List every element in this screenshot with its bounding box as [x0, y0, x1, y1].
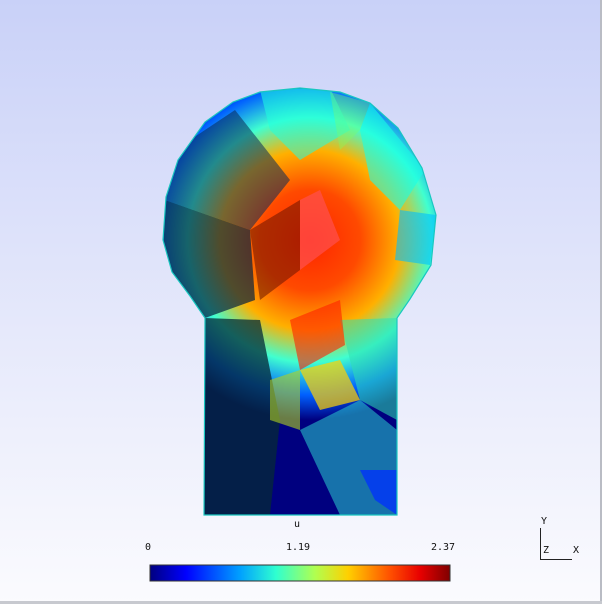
mesh-cool-facet: [340, 318, 397, 420]
mesh-shaded-facet: [163, 200, 255, 318]
mesh-cool-facet: [260, 88, 350, 160]
mesh-outline: [162, 87, 437, 516]
mesh-warm-facet: [330, 92, 370, 150]
mesh-shaded-facet: [250, 200, 300, 300]
mesh-warm-facet: [270, 370, 300, 430]
mesh-surface[interactable]: [150, 80, 450, 520]
colorbar-mid-label: 1.19: [285, 542, 311, 553]
colorbar-max-label: 2.37: [430, 542, 456, 553]
mesh-highlight-facet: [300, 190, 340, 270]
y-axis-line: [540, 528, 541, 560]
mesh-warm-facet: [300, 360, 360, 410]
colorbar-title: u: [293, 519, 301, 530]
mesh-cold-facet: [360, 470, 397, 515]
window-bottom-border: [0, 601, 602, 604]
colorbar-gradient: [150, 565, 450, 581]
mesh-cool-facet: [360, 103, 425, 210]
x-axis-line: [540, 559, 572, 560]
mesh-hot-facet: [290, 300, 345, 370]
window-right-border: [600, 0, 602, 604]
y-axis-label: Y: [540, 516, 548, 527]
orientation-axes: Y Z X: [532, 514, 592, 564]
mesh-shaded-facet: [204, 318, 280, 515]
z-axis-label: Z: [542, 545, 550, 556]
colorbar-frame: [149, 564, 451, 582]
colorbar-min-label: 0: [144, 542, 152, 553]
mesh-cool-facet: [395, 210, 436, 265]
x-axis-label: X: [572, 545, 580, 556]
